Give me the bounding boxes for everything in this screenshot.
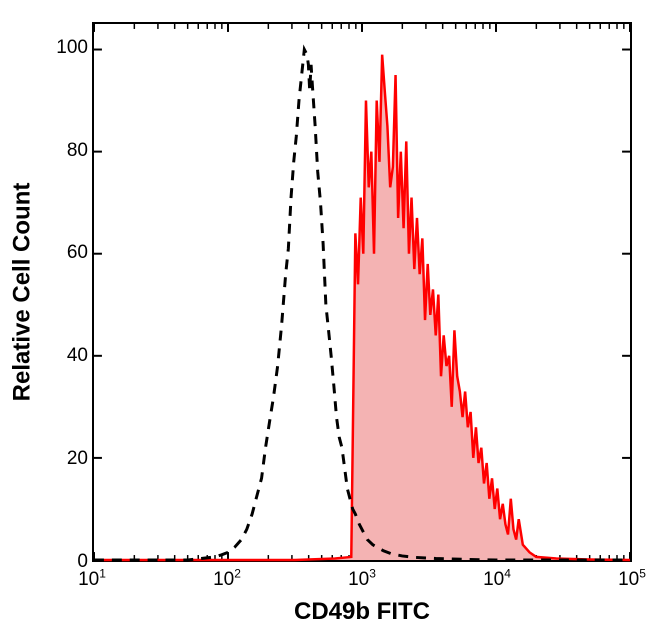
y-axis-title: Relative Cell Count [10,22,34,562]
y-axis-title-text: Relative Cell Count [8,183,36,402]
y-tick-label: 0 [77,551,88,573]
x-tick-label: 105 [618,569,646,591]
plot-area [92,22,632,562]
flow-cytometry-histogram: 101102103104105 020406080100 CD49b FITC … [0,0,652,641]
x-axis-title: CD49b FITC [92,598,632,626]
x-axis-tick-labels: 101102103104105 [92,569,632,593]
y-tick-label: 40 [67,345,88,367]
y-tick-label: 100 [56,37,88,59]
histogram-svg [94,24,630,560]
y-axis-tick-labels: 020406080100 [48,22,88,562]
y-tick-label: 60 [67,242,88,264]
x-tick-label: 104 [483,569,511,591]
y-tick-label: 20 [67,448,88,470]
x-tick-label: 102 [213,569,241,591]
y-tick-label: 80 [67,140,88,162]
x-tick-label: 103 [348,569,376,591]
